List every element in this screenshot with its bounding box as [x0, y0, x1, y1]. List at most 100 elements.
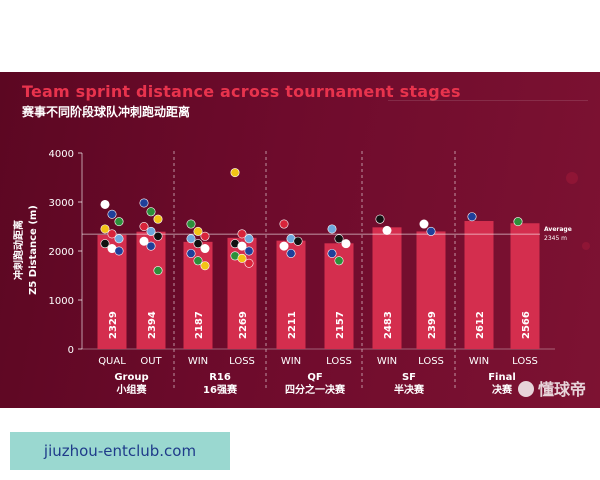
- x-tick-label: LOSS: [229, 356, 255, 367]
- team-flag-icon: [100, 224, 110, 234]
- group-label: Final: [488, 372, 516, 383]
- x-tick-label: LOSS: [418, 356, 444, 367]
- team-flag-icon: [193, 256, 203, 266]
- team-flag-icon: [186, 234, 196, 244]
- bar-value-label: 2329: [108, 311, 119, 339]
- team-flag-icon: [114, 217, 124, 227]
- group-label-cn: 决赛: [492, 383, 513, 396]
- team-flag-icon: [200, 244, 210, 254]
- average-label: Average: [544, 226, 572, 233]
- x-tick-label: LOSS: [512, 356, 538, 367]
- bar-value-label: 2211: [287, 311, 298, 339]
- y-tick-label: 1000: [49, 296, 74, 307]
- decorative-line: [388, 100, 588, 101]
- x-tick-label: LOSS: [326, 356, 352, 367]
- team-flag-icon: [230, 168, 240, 178]
- team-flag-icon: [200, 261, 210, 271]
- bar-value-label: 2157: [335, 311, 346, 339]
- team-flag-icon: [153, 214, 163, 224]
- team-flag-icon: [114, 234, 124, 244]
- bar: [416, 231, 446, 349]
- group-label: Group: [114, 372, 148, 383]
- team-flag-icon: [100, 199, 110, 209]
- team-flag-icon: [419, 219, 429, 229]
- url-banner[interactable]: jiuzhou-entclub.com: [10, 432, 230, 470]
- team-flag-icon: [114, 246, 124, 256]
- bar-chart: 0 1000 2000 3000 4000 冲刺跑动距离 Z5 Distance (m) 23…: [12, 149, 572, 396]
- x-tick-label: WIN: [469, 356, 489, 367]
- team-flag-icon: [244, 258, 254, 268]
- team-flag-icon: [293, 236, 303, 246]
- y-axis-label: Z5 Distance (m): [28, 205, 39, 295]
- team-flag-icon: [146, 241, 156, 251]
- bar: [136, 231, 166, 349]
- url-text[interactable]: jiuzhou-entclub.com: [43, 442, 197, 460]
- x-tick-label: WIN: [281, 356, 301, 367]
- bar-value-label: 2566: [521, 311, 532, 339]
- bar-value-label: 2187: [194, 311, 205, 339]
- bar: [510, 223, 540, 349]
- team-flag-icon: [193, 239, 203, 249]
- team-flag-icon: [107, 229, 117, 239]
- team-flag-icon: [244, 234, 254, 244]
- team-flag-icon: [467, 212, 477, 222]
- bar: [372, 227, 402, 349]
- team-flag-icon: [146, 226, 156, 236]
- chart-subtitle: 赛事不同阶段球队冲刺跑动距离: [22, 105, 191, 119]
- team-flag-icon: [382, 225, 392, 235]
- team-flag-icon: [375, 214, 385, 224]
- team-flag-icon: [193, 226, 203, 236]
- team-flag-icon: [341, 239, 351, 249]
- team-flag-icon: [334, 234, 344, 244]
- x-tick-label: OUT: [140, 356, 162, 367]
- y-tick-label: 3000: [49, 198, 74, 209]
- group-label-cn: 四分之一决赛: [285, 383, 346, 396]
- team-flag-icon: [327, 224, 337, 234]
- x-tick-label: WIN: [188, 356, 208, 367]
- team-flag-icon: [279, 219, 289, 229]
- bar-value-label: 2483: [383, 311, 394, 339]
- y-tick-label: 0: [68, 345, 74, 356]
- team-flag-icon: [237, 229, 247, 239]
- team-flag-icon: [279, 241, 289, 251]
- team-flag-icon: [327, 248, 337, 258]
- team-flag-icon: [153, 266, 163, 276]
- y-axis-label-cn: 冲刺跑动距离: [12, 220, 25, 280]
- x-tick-label: WIN: [377, 356, 397, 367]
- team-flag-icon: [146, 207, 156, 217]
- team-flag-icon: [513, 217, 523, 227]
- bar: [464, 221, 494, 349]
- group-label-cn: 16强赛: [203, 383, 238, 396]
- x-tick-label: QUAL: [98, 356, 126, 367]
- bar-value-label: 2399: [427, 311, 438, 339]
- watermark: 懂球帝: [517, 376, 586, 400]
- average-value-label: 2345 m: [544, 235, 567, 242]
- group-label: SF: [402, 372, 416, 383]
- team-flag-icon: [139, 236, 149, 246]
- y-tick-label: 2000: [49, 247, 74, 258]
- team-flag-icon: [100, 239, 110, 249]
- bar-value-label: 2612: [475, 311, 486, 339]
- team-flag-icon: [139, 198, 149, 208]
- bar-value-label: 2269: [238, 311, 249, 339]
- team-flag-icon: [237, 253, 247, 263]
- group-label-cn: 小组赛: [116, 383, 148, 396]
- team-flag-icon: [286, 248, 296, 258]
- team-flag-icon: [334, 256, 344, 266]
- team-flag-icon: [186, 219, 196, 229]
- y-tick-label: 4000: [49, 149, 74, 160]
- bar: [276, 240, 306, 349]
- group-label: QF: [307, 372, 322, 383]
- team-flag-icon: [153, 231, 163, 241]
- team-flag-icon: [200, 231, 210, 241]
- team-flag-icon: [244, 246, 254, 256]
- group-label: R16: [209, 372, 231, 383]
- team-flag-icon: [107, 209, 117, 219]
- chart-panel: Team sprint distance across tournament s…: [0, 72, 600, 408]
- watermark-text: 懂球帝: [537, 380, 586, 399]
- decorative-dot: [582, 242, 590, 250]
- watermark-logo-icon: [517, 381, 534, 397]
- group-label-cn: 半决赛: [394, 383, 425, 396]
- decorative-dot: [566, 172, 578, 184]
- chart-title: Team sprint distance across tournament s…: [22, 82, 461, 101]
